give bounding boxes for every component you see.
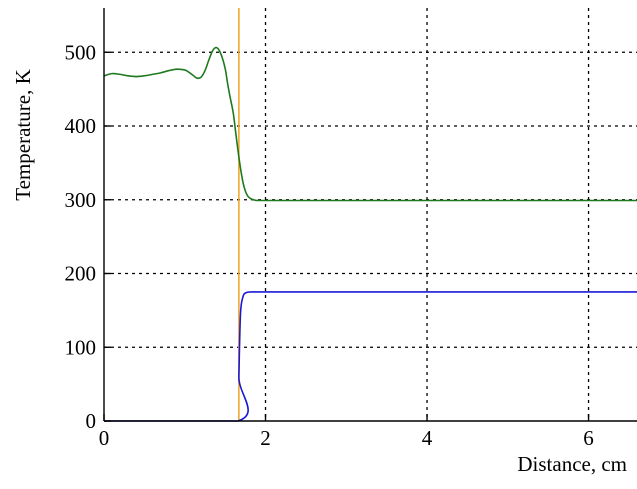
y-tick-label: 200 <box>65 262 97 286</box>
x-tick-label: 0 <box>99 426 110 450</box>
y-tick-label: 0 <box>86 409 97 433</box>
y-tick-label: 300 <box>65 188 97 212</box>
y-tick-label: 400 <box>65 114 97 138</box>
y-tick-label: 500 <box>65 40 97 64</box>
x-tick-label: 6 <box>583 426 594 450</box>
y-tick-label: 100 <box>65 335 97 359</box>
axes <box>103 8 637 422</box>
x-tick-label: 2 <box>260 426 271 450</box>
y-axis-label: Temperature, K <box>11 69 35 200</box>
tick-labels: 0 100 200 300 400 500 0 2 4 6 <box>65 40 594 450</box>
x-axis-label: Distance, cm <box>517 452 627 476</box>
series-line-1 <box>103 46 637 202</box>
x-tick-label: 4 <box>422 426 433 450</box>
series-layer <box>103 46 637 422</box>
series-line-2 <box>103 291 637 422</box>
